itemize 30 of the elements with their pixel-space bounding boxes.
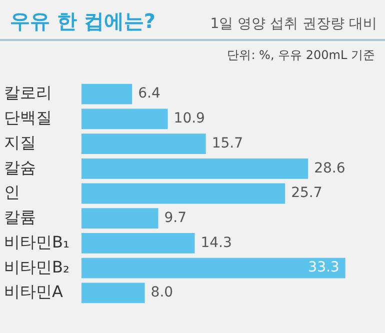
chart-subtitle: 1일 영양 섭취 권장량 대비: [210, 15, 377, 33]
y-tick-label: 단백질: [4, 108, 52, 128]
y-tick-label: 비타민A: [4, 282, 63, 302]
data-label: 14.3: [200, 234, 232, 251]
bar: [81, 84, 132, 104]
y-tick-label: 비타민B₁: [4, 232, 70, 252]
data-label: 28.6: [314, 160, 346, 176]
data-label: 9.7: [164, 210, 187, 226]
data-label: 8.0: [150, 284, 174, 301]
bar: [81, 158, 308, 179]
data-label: 10.9: [174, 110, 205, 127]
bar: [81, 134, 206, 154]
y-tick-label: 지질: [4, 132, 36, 152]
data-label: 25.7: [291, 185, 322, 202]
bar: [81, 108, 168, 130]
bar: [81, 233, 195, 254]
y-tick-label: 인: [4, 182, 20, 202]
data-label: 15.7: [212, 135, 243, 152]
bar: [81, 258, 346, 278]
y-tick-label: 칼슘: [4, 158, 36, 177]
text: 단위: %, 우유 200mL 기준: [226, 47, 376, 64]
chart-title: 우유 한 컵에는?: [10, 8, 156, 35]
data-label: 6.4: [138, 86, 160, 102]
y-tick-label: 칼륨: [4, 208, 36, 227]
bar: [81, 282, 145, 304]
bar: [81, 208, 158, 229]
data-label: 33.3: [308, 260, 340, 276]
bar: [81, 183, 286, 204]
y-tick-label: 비타민B₂: [4, 257, 70, 276]
y-tick-label: 칼로리: [4, 83, 52, 102]
